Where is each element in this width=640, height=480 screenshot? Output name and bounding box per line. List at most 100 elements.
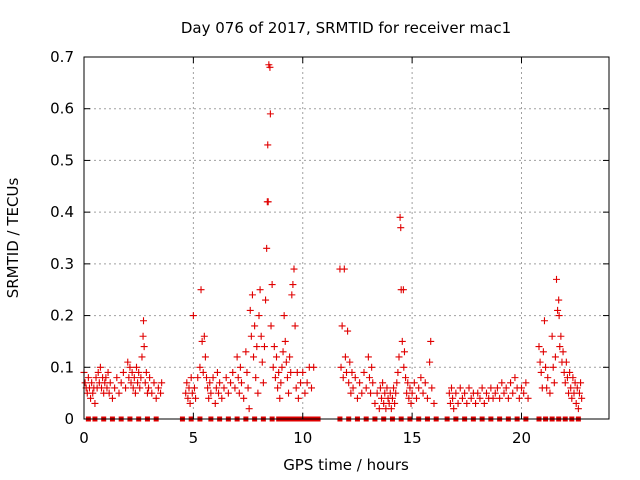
data-point <box>222 374 230 382</box>
data-point <box>578 394 586 402</box>
data-point <box>572 399 580 407</box>
data-point <box>379 379 387 387</box>
data-point <box>500 389 508 397</box>
y-tick-label: 0.5 <box>50 151 74 169</box>
data-point <box>368 363 376 371</box>
data-point <box>428 384 436 392</box>
data-point <box>507 379 515 387</box>
data-point <box>131 389 139 397</box>
data-point <box>184 394 192 402</box>
data-point <box>573 384 581 392</box>
data-point <box>364 353 372 361</box>
data-point <box>128 368 136 376</box>
data-point <box>270 343 278 351</box>
data-point <box>282 358 290 366</box>
data-point <box>415 384 423 392</box>
y-tick-label: 0.1 <box>50 358 74 376</box>
data-point <box>291 322 299 330</box>
data-point <box>344 327 352 335</box>
data-point <box>148 389 156 397</box>
data-point <box>135 368 143 376</box>
data-point <box>119 368 127 376</box>
data-point <box>206 379 214 387</box>
data-point <box>260 343 268 351</box>
data-point <box>356 379 364 387</box>
data-point <box>405 394 413 402</box>
x-tick-label: 20 <box>512 429 531 447</box>
data-point <box>81 379 89 387</box>
data-point <box>423 394 431 402</box>
data-point <box>539 348 547 356</box>
data-point <box>213 368 221 376</box>
data-point <box>404 379 412 387</box>
data-point <box>127 379 135 387</box>
data-point <box>263 244 271 252</box>
data-point <box>553 275 560 283</box>
data-point <box>197 286 205 294</box>
data-point <box>262 296 270 304</box>
data-point <box>496 394 504 402</box>
data-point <box>275 368 283 376</box>
data-point <box>394 368 402 376</box>
data-point <box>518 384 525 392</box>
data-point <box>489 394 497 402</box>
data-point <box>427 337 435 345</box>
data-point <box>129 384 137 392</box>
data-point <box>393 379 401 387</box>
data-point <box>279 348 287 356</box>
data-point <box>256 286 264 294</box>
data-point <box>285 389 293 397</box>
data-point <box>540 317 548 325</box>
data-point <box>235 389 243 397</box>
data-point <box>544 374 552 382</box>
data-point <box>124 358 132 366</box>
data-point <box>448 384 455 392</box>
data-point <box>106 379 114 387</box>
data-point <box>253 343 261 351</box>
data-point <box>371 399 379 407</box>
data-point <box>463 399 471 407</box>
data-point <box>84 374 92 382</box>
x-axis-title: GPS time / hours <box>283 456 409 474</box>
data-point <box>141 379 149 387</box>
data-points <box>80 61 586 422</box>
data-point <box>417 374 425 382</box>
data-point <box>145 384 153 392</box>
data-point <box>399 286 407 294</box>
data-point <box>294 394 302 402</box>
data-point <box>362 384 370 392</box>
data-point <box>426 358 434 366</box>
data-point <box>246 306 254 314</box>
y-tick-label: 0.2 <box>50 307 74 325</box>
data-point <box>345 379 353 387</box>
data-point <box>397 224 405 232</box>
data-point <box>375 405 383 413</box>
data-point <box>402 374 410 382</box>
data-point <box>244 384 252 392</box>
data-point <box>158 379 166 387</box>
data-point <box>137 374 145 382</box>
data-point <box>574 405 582 413</box>
data-point <box>186 399 194 407</box>
data-point <box>266 63 274 71</box>
data-point <box>546 389 554 397</box>
data-point <box>188 389 196 397</box>
data-point <box>238 379 245 387</box>
data-point <box>337 363 345 371</box>
data-point <box>378 394 385 402</box>
data-point <box>138 353 146 361</box>
data-point <box>248 291 256 299</box>
data-point <box>115 389 123 397</box>
data-point <box>358 389 366 397</box>
data-point <box>487 384 495 392</box>
data-point <box>289 281 297 289</box>
data-point <box>105 389 113 397</box>
y-tick-label: 0.3 <box>50 255 74 273</box>
data-point <box>152 394 160 402</box>
data-point <box>281 337 289 345</box>
data-point <box>288 291 296 299</box>
data-point <box>117 379 125 387</box>
data-point <box>146 374 154 382</box>
data-point <box>190 384 198 392</box>
data-point <box>450 405 458 413</box>
